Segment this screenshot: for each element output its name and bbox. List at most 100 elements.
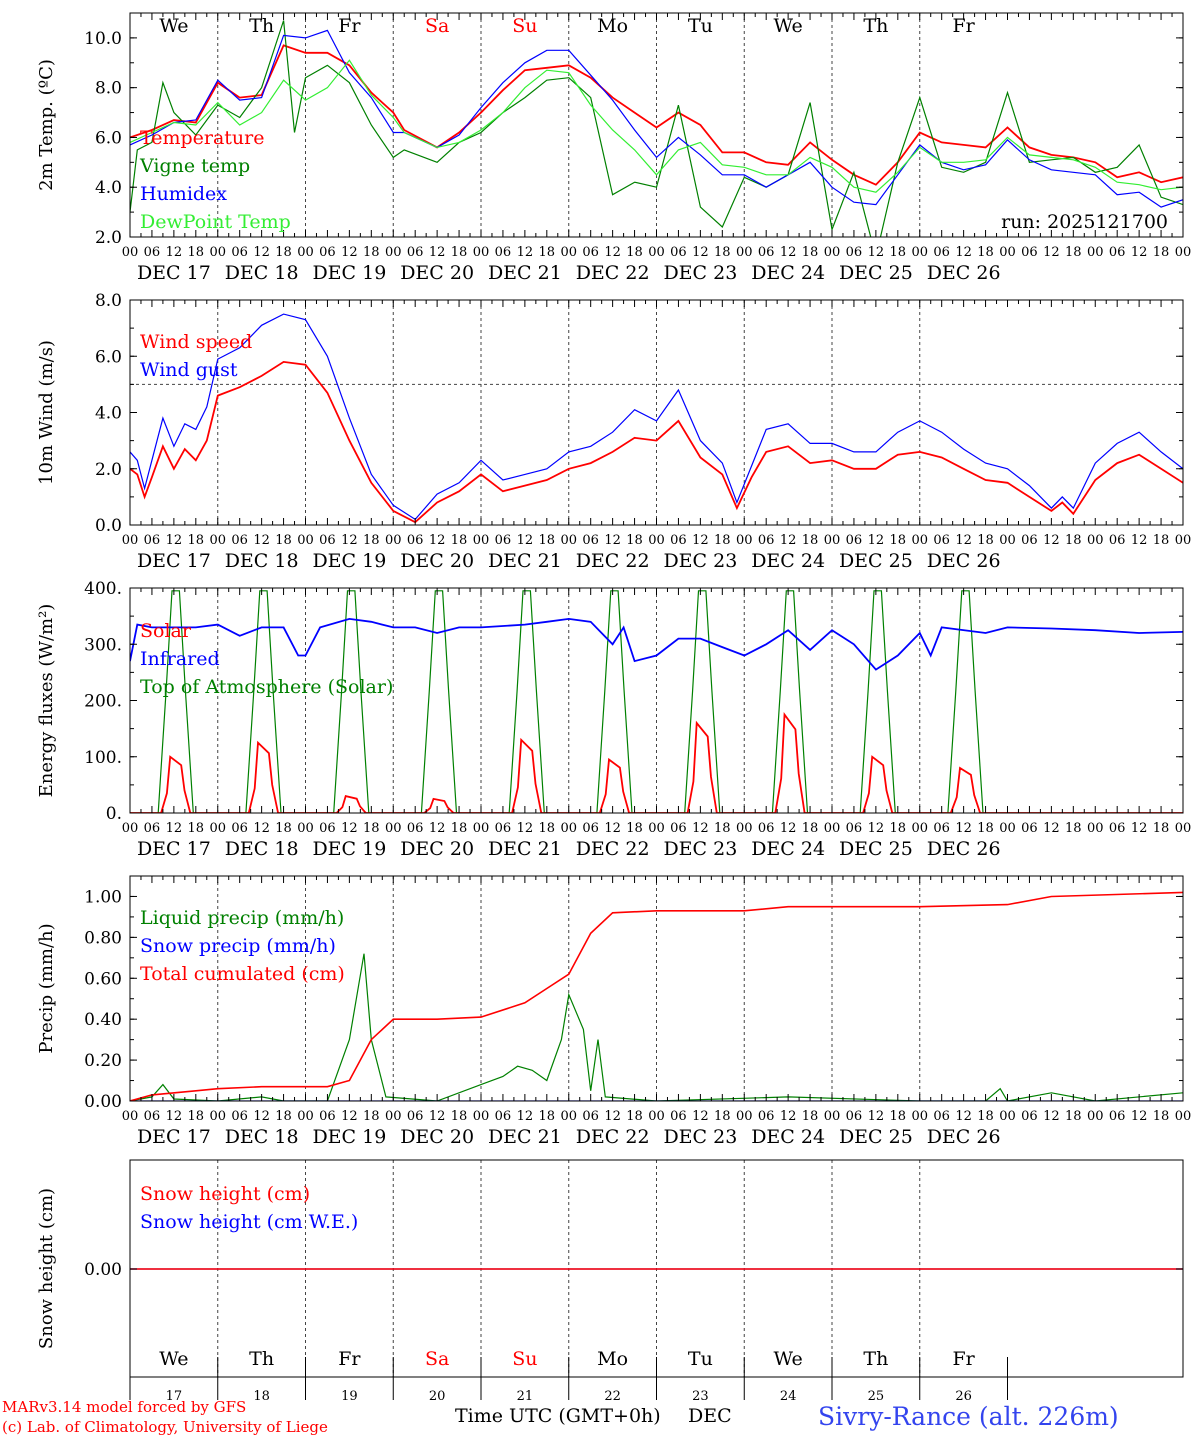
hour-tick-label: 18 xyxy=(1065,245,1082,260)
hour-tick-label: 12 xyxy=(166,821,183,836)
hour-tick-label: 18 xyxy=(539,245,556,260)
weekday-label: Tu xyxy=(688,15,713,37)
weekday-label: Fr xyxy=(952,15,975,37)
y-tick-label: 400. xyxy=(84,579,122,599)
date-label: DEC 23 xyxy=(663,838,737,860)
y-tick-label: 1.00 xyxy=(84,887,122,907)
hour-tick-label: 06 xyxy=(670,821,687,836)
date-label: DEC 19 xyxy=(312,262,386,284)
hour-tick-label: 06 xyxy=(407,821,424,836)
hour-tick-label: 00 xyxy=(560,245,577,260)
series-total-cumulated-cm- xyxy=(130,891,1183,1101)
date-label: DEC 24 xyxy=(751,838,825,860)
hour-tick-label: 06 xyxy=(1021,245,1038,260)
hour-tick-label: 00 xyxy=(473,1109,490,1124)
hour-tick-label: 18 xyxy=(1153,821,1170,836)
y-tick-label: 8.0 xyxy=(95,79,122,99)
month-label: DEC xyxy=(688,1405,732,1427)
hour-tick-label: 18 xyxy=(188,821,205,836)
hour-tick-label: 00 xyxy=(648,821,665,836)
series-solar xyxy=(130,712,1183,813)
legend-snow-height-cm-: Snow height (cm) xyxy=(140,1183,310,1205)
date-label: DEC 18 xyxy=(225,1126,299,1148)
hour-tick-label: 18 xyxy=(714,1109,731,1124)
hour-tick-label: 12 xyxy=(1043,533,1060,548)
legend-wind-gust: Wind gust xyxy=(140,359,238,381)
day-number-label: 18 xyxy=(253,1389,270,1404)
y-tick-label: 6.0 xyxy=(95,128,122,148)
day-number-label: 24 xyxy=(780,1389,797,1404)
hour-tick-label: 00 xyxy=(297,245,314,260)
hour-tick-label: 18 xyxy=(539,821,556,836)
weekday-label: We xyxy=(774,1348,803,1370)
hour-tick-label: 06 xyxy=(1109,533,1126,548)
date-label: DEC 21 xyxy=(488,1126,562,1148)
hour-tick-label: 12 xyxy=(166,1109,183,1124)
hour-tick-label: 18 xyxy=(275,245,292,260)
hour-tick-label: 18 xyxy=(977,821,994,836)
day-number-label: 22 xyxy=(604,1389,621,1404)
hour-tick-label: 00 xyxy=(1175,533,1192,548)
hour-tick-label: 18 xyxy=(1153,1109,1170,1124)
hour-tick-label: 18 xyxy=(188,533,205,548)
wind-series-group xyxy=(130,313,1183,524)
y-tick-label: 0. xyxy=(106,804,122,824)
hour-tick-label: 18 xyxy=(802,821,819,836)
hour-tick-label: 12 xyxy=(1131,821,1148,836)
weekday-label: Su xyxy=(512,15,537,37)
hour-tick-label: 18 xyxy=(802,1109,819,1124)
hour-tick-label: 12 xyxy=(429,245,446,260)
legend-top-of-atmosphere-solar-: Top of Atmosphere (Solar) xyxy=(140,676,393,698)
y-tick-label: 200. xyxy=(84,692,122,712)
energy-series-group xyxy=(130,590,1183,813)
hour-tick-label: 06 xyxy=(846,821,863,836)
legend-snow-height-cm-w-e-: Snow height (cm W.E.) xyxy=(140,1211,358,1233)
hour-tick-label: 18 xyxy=(363,821,380,836)
date-label: DEC 20 xyxy=(400,838,474,860)
hour-tick-label: 12 xyxy=(253,533,270,548)
hour-tick-label: 12 xyxy=(868,533,885,548)
date-label: DEC 26 xyxy=(927,262,1001,284)
weekday-label: Fr xyxy=(338,15,361,37)
date-label: DEC 25 xyxy=(839,262,913,284)
lab-credit: (c) Lab. of Climatology, University of L… xyxy=(2,1418,328,1436)
panel-frame-2 xyxy=(129,299,1184,526)
y-tick-label: 4.0 xyxy=(95,404,122,424)
hour-tick-label: 00 xyxy=(1087,245,1104,260)
date-label: DEC 19 xyxy=(312,838,386,860)
hour-tick-label: 18 xyxy=(539,533,556,548)
date-label: DEC 22 xyxy=(576,550,650,572)
hour-tick-label: 18 xyxy=(451,1109,468,1124)
legend-total-cumulated-cm-: Total cumulated (cm) xyxy=(140,963,345,985)
hour-tick-label: 00 xyxy=(473,533,490,548)
date-label: DEC 17 xyxy=(137,838,211,860)
y-axis-label-temperature: 2m Temp. (ºC) xyxy=(36,59,57,191)
legend-dewpoint-temp: DewPoint Temp xyxy=(140,211,291,233)
date-label: DEC 18 xyxy=(225,550,299,572)
day-number-label: 19 xyxy=(341,1389,358,1404)
weekday-label: We xyxy=(159,15,188,37)
hour-tick-label: 06 xyxy=(1109,245,1126,260)
hour-tick-label: 00 xyxy=(297,1109,314,1124)
hour-tick-label: 18 xyxy=(188,245,205,260)
hour-tick-label: 12 xyxy=(780,245,797,260)
date-label: DEC 20 xyxy=(400,262,474,284)
hour-tick-label: 06 xyxy=(495,821,512,836)
hour-tick-label: 00 xyxy=(209,245,226,260)
hour-tick-label: 00 xyxy=(1175,1109,1192,1124)
hour-tick-label: 18 xyxy=(977,533,994,548)
hour-tick-label: 18 xyxy=(363,533,380,548)
hour-tick-label: 00 xyxy=(911,821,928,836)
y-axis-label-energy: Energy fluxes (W/m²) xyxy=(36,604,57,798)
y-tick-label: 0.80 xyxy=(84,928,122,948)
hour-tick-label: 00 xyxy=(209,821,226,836)
hour-tick-label: 12 xyxy=(517,1109,534,1124)
hour-tick-label: 00 xyxy=(648,245,665,260)
date-label: DEC 17 xyxy=(137,262,211,284)
hour-tick-label: 00 xyxy=(1087,1109,1104,1124)
date-label: DEC 25 xyxy=(839,838,913,860)
hour-tick-label: 06 xyxy=(495,1109,512,1124)
hour-tick-label: 12 xyxy=(1043,821,1060,836)
date-label: DEC 26 xyxy=(927,1126,1001,1148)
series-infrared xyxy=(130,617,1183,671)
